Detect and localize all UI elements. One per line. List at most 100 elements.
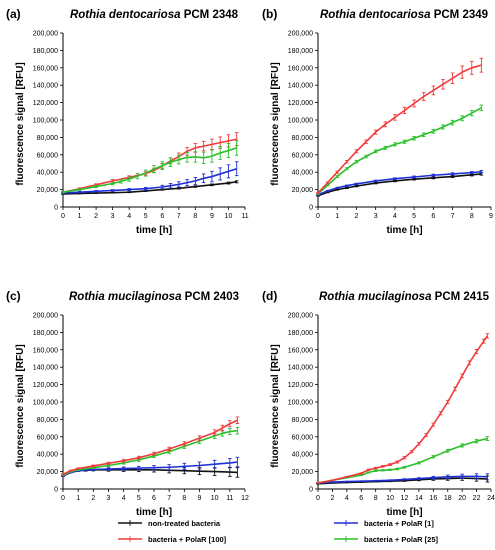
- series-polar_25: [316, 104, 484, 195]
- series-line: [317, 170, 482, 196]
- x-tick-label: 6: [431, 213, 435, 220]
- legend-label: bacteria + PolaR [25]: [364, 535, 438, 544]
- y-tick-label: 80,000: [292, 417, 314, 424]
- y-axis-title: fluorescence signal [RFU]: [15, 62, 26, 185]
- x-tick-label: 4: [127, 213, 131, 220]
- y-tick-label: 200,000: [288, 313, 313, 320]
- x-tick-label: 2: [354, 213, 358, 220]
- y-tick-label: 200,000: [33, 31, 58, 38]
- y-tick-label: 20,000: [292, 469, 314, 476]
- series-line: [62, 180, 237, 195]
- y-tick-label: 80,000: [37, 135, 59, 142]
- series-non_treated: [316, 172, 484, 197]
- y-tick-label: 200,000: [288, 31, 313, 38]
- y-tick-label: 80,000: [37, 417, 59, 424]
- x-tick-label: 5: [144, 213, 148, 220]
- x-tick-label: 8: [182, 495, 186, 502]
- x-tick-label: 8: [193, 213, 197, 220]
- series-line: [317, 437, 488, 484]
- x-tick-label: 6: [160, 213, 164, 220]
- series-line: [62, 429, 238, 476]
- y-tick-label: 60,000: [292, 152, 314, 159]
- series-line: [317, 475, 488, 484]
- y-tick-label: 40,000: [292, 452, 314, 459]
- series-polar_100: [61, 416, 240, 476]
- panel-b: (b) Rothia dentocariosa PCM 2349020,00040…: [262, 7, 493, 236]
- panel-letter: (a): [6, 7, 21, 21]
- y-tick-label: 0: [309, 487, 313, 494]
- legend: non-treated bacteria bacteria + PolaR [10…: [118, 519, 438, 544]
- series-line: [62, 419, 238, 475]
- legend-label: bacteria + PolaR [1]: [364, 519, 434, 528]
- x-tick-label: 14: [415, 495, 423, 502]
- panel-c: (c) Rothia mucilaginosa PCM 2403020,00040…: [6, 289, 249, 518]
- y-tick-label: 160,000: [288, 347, 313, 354]
- y-tick-label: 160,000: [33, 347, 58, 354]
- y-tick-label: 0: [309, 205, 313, 212]
- x-axis-title: time [h]: [386, 225, 422, 236]
- panel-letter: (b): [262, 7, 277, 21]
- x-tick-label: 5: [137, 495, 141, 502]
- y-tick-label: 40,000: [292, 170, 314, 177]
- x-tick-label: 10: [386, 495, 394, 502]
- y-axis-title: fluorescence signal [RFU]: [270, 344, 281, 467]
- y-tick-label: 0: [54, 487, 58, 494]
- panel-letter: (c): [6, 289, 21, 303]
- legend-label: non-treated bacteria: [148, 519, 221, 528]
- x-tick-label: 2: [91, 495, 95, 502]
- series-polar_25: [61, 139, 239, 194]
- chart-title: Rothia dentocariosa PCM 2348: [70, 9, 239, 21]
- x-tick-label: 2: [330, 495, 334, 502]
- series-polar_1: [316, 170, 484, 196]
- y-tick-label: 20,000: [292, 187, 314, 194]
- x-axis-title: time [h]: [136, 225, 172, 236]
- x-tick-label: 4: [122, 495, 126, 502]
- x-tick-label: 7: [167, 495, 171, 502]
- x-tick-label: 18: [444, 495, 452, 502]
- panel-d: (d) Rothia mucilaginosa PCM 2415020,00040…: [262, 289, 495, 518]
- x-tick-label: 10: [211, 495, 219, 502]
- x-tick-label: 4: [345, 495, 349, 502]
- y-tick-label: 200,000: [33, 313, 58, 320]
- panel-letter: (d): [262, 289, 277, 303]
- y-axis-title: fluorescence signal [RFU]: [15, 344, 26, 467]
- x-tick-label: 3: [111, 213, 115, 220]
- chart-title: Rothia mucilaginosa PCM 2403: [69, 291, 239, 303]
- y-tick-label: 140,000: [33, 83, 58, 90]
- x-tick-label: 6: [152, 495, 156, 502]
- legend-item-polar_25: bacteria + PolaR [25]: [334, 535, 438, 544]
- x-tick-label: 16: [429, 495, 437, 502]
- x-tick-label: 12: [401, 495, 409, 502]
- y-tick-label: 180,000: [288, 48, 313, 55]
- y-tick-label: 100,000: [33, 400, 58, 407]
- x-tick-label: 0: [316, 495, 320, 502]
- series-line: [317, 173, 482, 197]
- x-tick-label: 9: [489, 213, 493, 220]
- y-tick-label: 180,000: [288, 330, 313, 337]
- x-tick-label: 0: [61, 213, 65, 220]
- y-tick-label: 100,000: [33, 118, 58, 125]
- x-tick-label: 9: [198, 495, 202, 502]
- y-tick-label: 120,000: [288, 382, 313, 389]
- x-tick-label: 1: [335, 213, 339, 220]
- series-polar_100: [316, 333, 490, 484]
- chart-title: Rothia mucilaginosa PCM 2415: [319, 291, 490, 303]
- y-tick-label: 60,000: [37, 434, 59, 441]
- x-tick-label: 11: [226, 495, 233, 502]
- x-tick-label: 11: [241, 213, 248, 220]
- x-tick-label: 5: [412, 213, 416, 220]
- legend-item-non_treated: non-treated bacteria: [118, 519, 221, 528]
- series-line: [62, 469, 238, 477]
- x-tick-label: 0: [316, 213, 320, 220]
- y-tick-label: 140,000: [288, 365, 313, 372]
- y-tick-label: 60,000: [37, 152, 59, 159]
- y-tick-label: 60,000: [292, 434, 314, 441]
- x-tick-label: 22: [473, 495, 481, 502]
- series-line: [317, 107, 482, 195]
- y-tick-label: 120,000: [288, 100, 313, 107]
- y-tick-label: 120,000: [33, 382, 58, 389]
- x-tick-label: 0: [61, 495, 65, 502]
- x-tick-label: 4: [393, 213, 397, 220]
- y-tick-label: 100,000: [288, 400, 313, 407]
